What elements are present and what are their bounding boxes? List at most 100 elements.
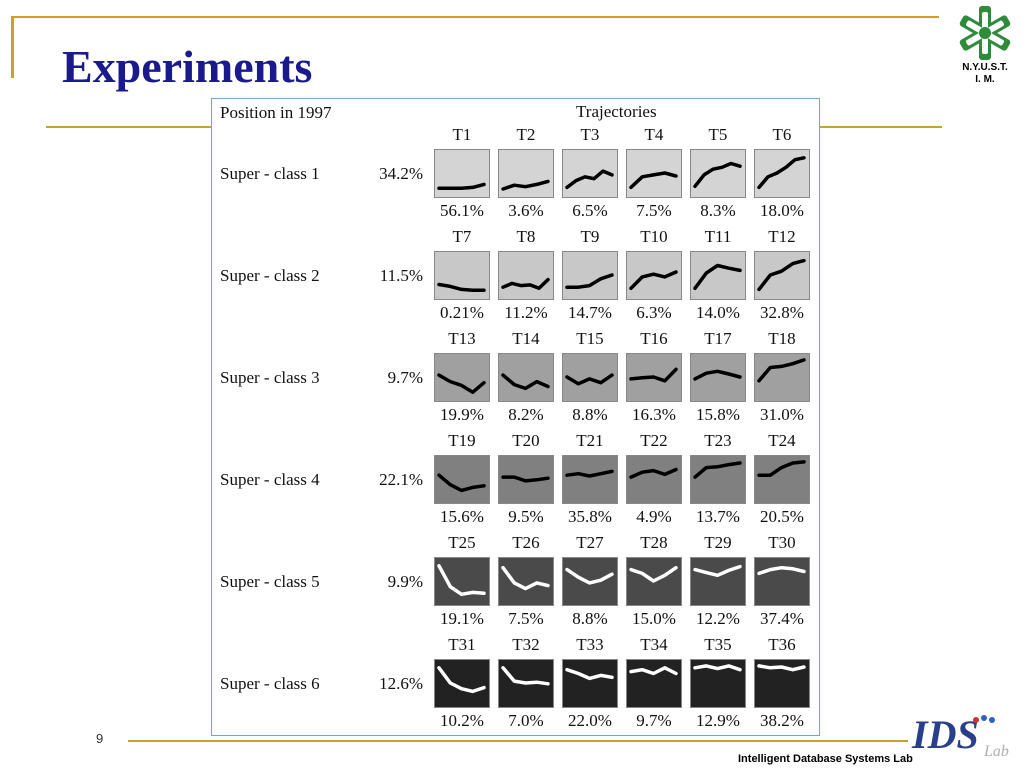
trajectory-percentage: 16.3%: [632, 405, 676, 424]
trajectory-sparkline: [565, 373, 614, 386]
trajectory-percentage: 9.7%: [636, 711, 672, 730]
trajectory-percentage: 19.9%: [440, 405, 484, 424]
accent-rule-top: [14, 16, 939, 18]
trajectory-percentage: 31.0%: [760, 405, 804, 424]
trajectory-name: T29: [704, 533, 732, 552]
trajectory-line: [757, 258, 806, 292]
trajectory-cell: [754, 659, 810, 708]
trajectory-line: [693, 461, 742, 479]
figure-header-trajectories: Trajectories: [576, 102, 657, 121]
trajectory-name: T30: [768, 533, 796, 552]
trajectory-line: [501, 666, 550, 686]
trajectory-cell: [626, 455, 682, 504]
trajectory-percentage: 6.5%: [572, 201, 608, 220]
trajectory-sparkline: [757, 156, 806, 190]
trajectory-name: T9: [580, 227, 600, 246]
trajectory-sparkline: [437, 282, 486, 292]
trajectory-cell: [754, 557, 810, 606]
trajectory-cell: [626, 659, 682, 708]
trajectory-figure: Position in 1997 Trajectories Super - cl…: [211, 98, 820, 736]
trajectory-line: [501, 179, 550, 191]
trajectory-sparkline: [437, 473, 486, 493]
trajectory-sparkline: [693, 664, 742, 672]
trajectory-name: T7: [452, 227, 472, 246]
trajectory-percentage: 3.6%: [508, 201, 544, 220]
trajectory-name: T18: [768, 329, 796, 348]
trajectory-cell: [498, 353, 554, 402]
trajectory-name: T17: [704, 329, 732, 348]
trajectory-percentage: 32.8%: [760, 303, 804, 322]
trajectory-sparkline: [437, 564, 486, 597]
trajectory-name: T22: [640, 431, 668, 450]
trajectory-sparkline: [693, 369, 742, 381]
accent-rule-bottom: [128, 740, 908, 742]
trajectory-sparkline: [757, 565, 806, 576]
trajectory-name: T10: [640, 227, 668, 246]
trajectory-cell: [562, 353, 618, 402]
trajectory-name: T31: [448, 635, 476, 654]
trajectory-line: [437, 182, 486, 190]
trajectory-sparkline: [501, 565, 550, 591]
trajectory-percentage: 20.5%: [760, 507, 804, 526]
trajectory-percentage: 11.2%: [504, 303, 548, 322]
trajectory-cell: [626, 251, 682, 300]
trajectory-name: T1: [452, 125, 472, 144]
trajectory-cell: [434, 659, 490, 708]
trajectory-line: [693, 564, 742, 578]
trajectory-line: [501, 277, 550, 291]
trajectory-cell: [690, 149, 746, 198]
page-number: 9: [96, 731, 104, 746]
trajectory-line: [565, 567, 614, 585]
trajectory-line: [565, 273, 614, 289]
super-class-percentage: 9.7%: [387, 368, 423, 387]
trajectory-sparkline: [629, 666, 678, 676]
trajectory-percentage: 14.7%: [568, 303, 612, 322]
trajectory-line: [501, 565, 550, 591]
trajectory-cell: [690, 557, 746, 606]
trajectory-line: [629, 171, 678, 190]
trajectory-cell: [562, 557, 618, 606]
trajectory-name: T33: [576, 635, 604, 654]
trajectory-cell: [754, 455, 810, 504]
trajectory-name: T12: [768, 227, 796, 246]
trajectory-name: T27: [576, 533, 604, 552]
trajectory-line: [629, 367, 678, 383]
trajectory-cell: [434, 149, 490, 198]
super-class-label: Super - class 3: [220, 368, 320, 387]
trajectory-percentage: 12.2%: [696, 609, 740, 628]
trajectory-line: [629, 467, 678, 479]
trajectory-percentage: 15.8%: [696, 405, 740, 424]
trajectory-sparkline: [757, 664, 806, 672]
trajectory-sparkline: [501, 666, 550, 686]
super-class-percentage: 12.6%: [379, 674, 423, 693]
trajectory-name: T14: [512, 329, 540, 348]
trajectory-name: T5: [708, 125, 728, 144]
trajectory-sparkline: [629, 565, 678, 583]
super-class-percentage: 9.9%: [387, 572, 423, 591]
trajectory-name: T8: [516, 227, 536, 246]
trajectory-cell: [498, 659, 554, 708]
trajectory-percentage: 35.8%: [568, 507, 612, 526]
trajectory-line: [565, 667, 614, 681]
trajectory-line: [693, 664, 742, 672]
trajectory-sparkline: [629, 270, 678, 291]
accent-bar-vertical: [11, 16, 14, 78]
nyust-logo: N.Y.U.S.T. I. M.: [952, 4, 1018, 86]
trajectory-line: [437, 282, 486, 292]
trajectory-percentage: 7.0%: [508, 711, 544, 730]
trajectory-line: [757, 460, 806, 477]
trajectory-name: T2: [516, 125, 536, 144]
accent-rule-middle-right: [820, 126, 942, 128]
trajectory-cell: [498, 557, 554, 606]
trajectory-cell: [498, 455, 554, 504]
trajectory-percentage: 4.9%: [636, 507, 672, 526]
ids-dot-blue: [981, 715, 987, 721]
trajectory-sparkline: [437, 373, 486, 394]
trajectory-line: [437, 473, 486, 493]
trajectory-line: [629, 565, 678, 583]
accent-rule-middle-left: [46, 126, 212, 128]
trajectory-line: [757, 664, 806, 672]
trajectory-sparkline: [757, 358, 806, 383]
trajectory-name: T24: [768, 431, 796, 450]
trajectory-cell: [434, 251, 490, 300]
